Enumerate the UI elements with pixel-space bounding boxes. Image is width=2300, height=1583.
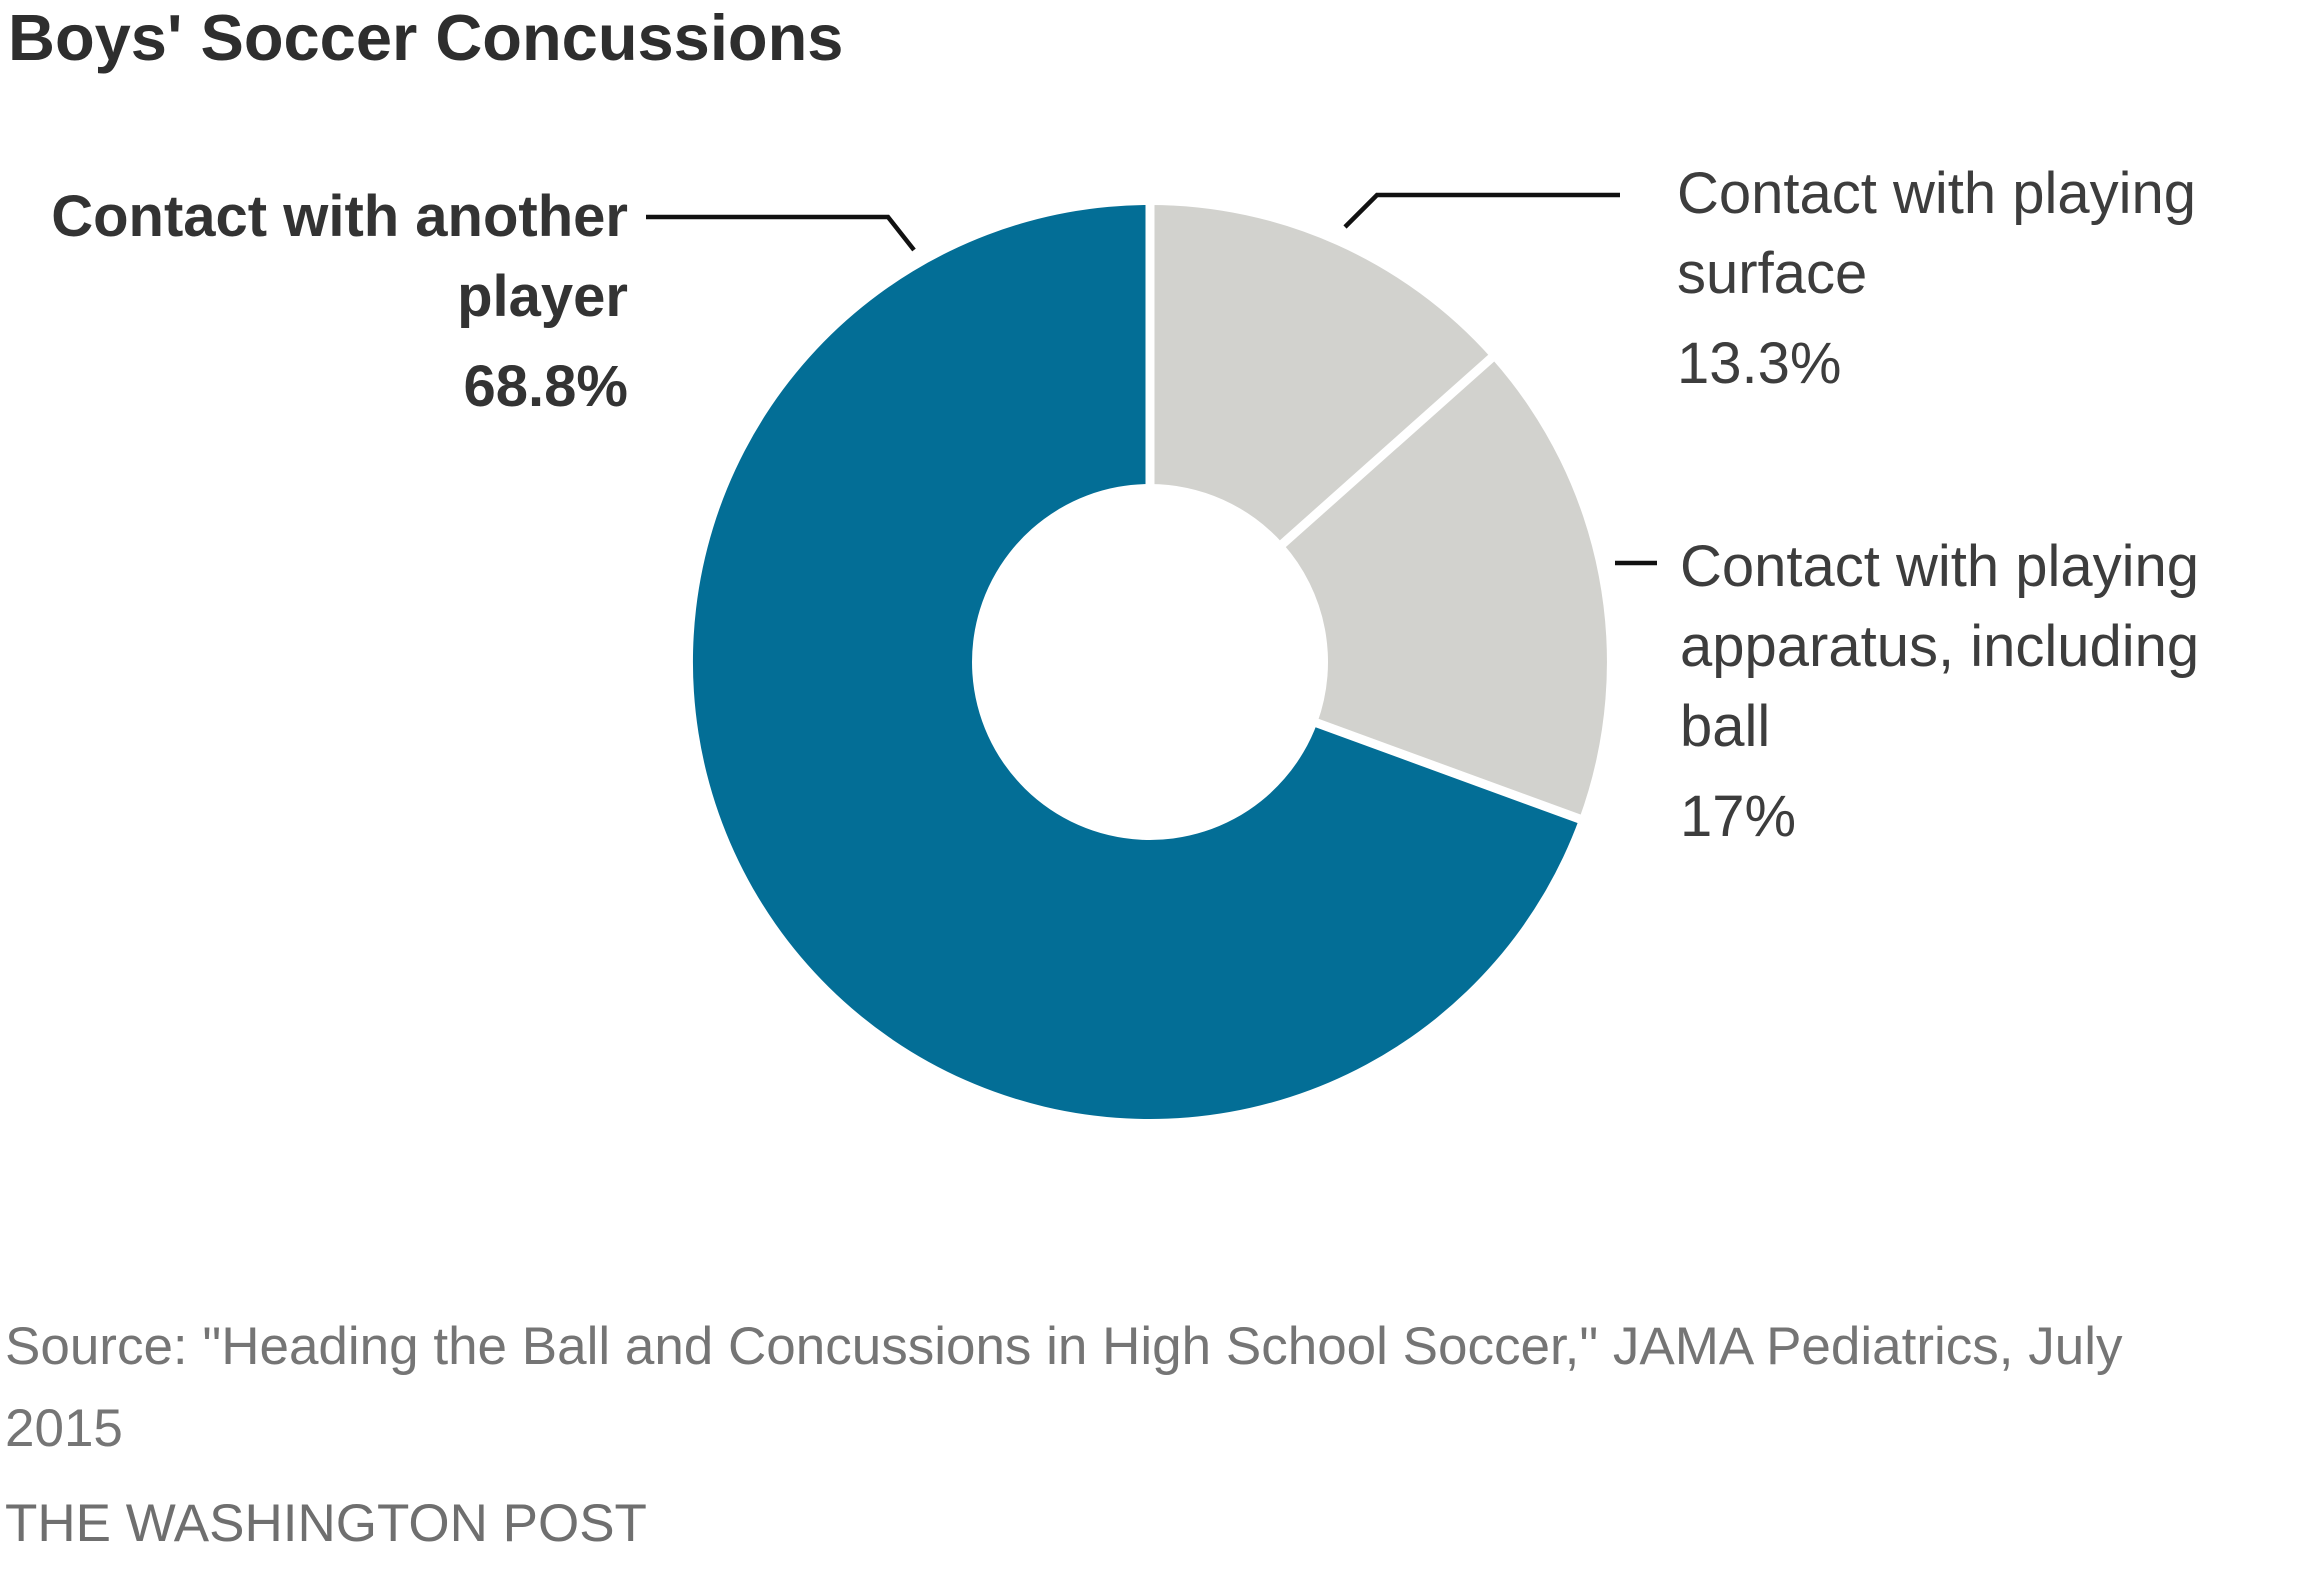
segment-label-line: Contact with another	[51, 184, 628, 249]
segment-value: 68.8%	[463, 354, 628, 419]
segment-label-line: Contact with playing	[1677, 161, 2197, 226]
segment-label-playing-surface: Contact with playing surface 13.3%	[1677, 154, 2196, 404]
donut-chart	[692, 204, 1607, 1120]
source-line: 2015	[5, 1399, 123, 1458]
source-note: Source: "Heading the Ball and Concussion…	[5, 1306, 2123, 1470]
segment-label-line: Contact with playing	[1680, 534, 2200, 599]
segment-label-line: player	[457, 264, 628, 329]
callout-line-left	[646, 214, 916, 252]
chart-title: Boys' Soccer Concussions	[8, 1, 844, 74]
segment-label-another-player: Contact with another player 68.8%	[0, 177, 628, 427]
source-line: Source: "Heading the Ball and Concussion…	[5, 1317, 2123, 1376]
segment-separators	[1145, 202, 1584, 825]
segment-label-line: surface	[1677, 241, 1868, 306]
segment-label-line: apparatus, including	[1680, 614, 2200, 679]
segment-label-line: ball	[1680, 694, 1771, 759]
segment-separator	[1148, 657, 1584, 825]
segment-value: 17%	[1680, 784, 1797, 849]
publisher-credit: THE WASHINGTON POST	[5, 1494, 647, 1553]
donut-segment-1	[1150, 205, 1492, 544]
donut-segment-3	[692, 204, 1580, 1120]
segment-label-playing-apparatus: Contact with playing apparatus, includin…	[1680, 527, 2199, 857]
segment-value: 13.3%	[1677, 331, 1842, 396]
callout-line-right-top	[1343, 192, 1620, 229]
segment-separator	[1147, 352, 1497, 666]
